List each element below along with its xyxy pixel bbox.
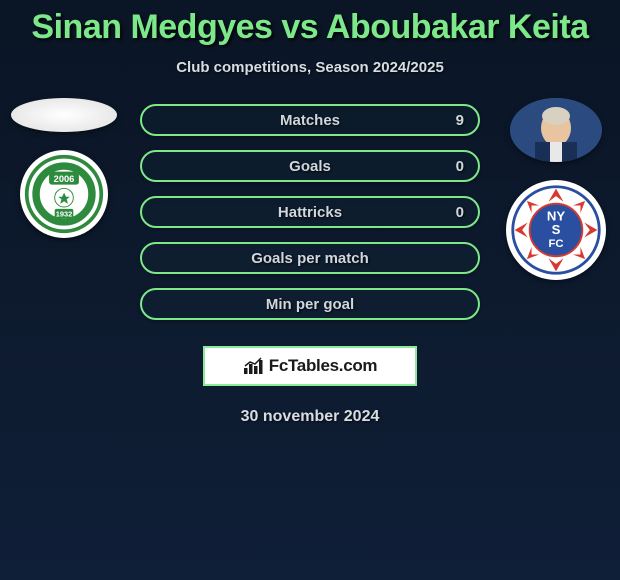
stat-bar-hattricks: Hattricks 0 <box>140 196 480 228</box>
page-title: Sinan Medgyes vs Aboubakar Keita <box>0 0 620 47</box>
stat-label: Min per goal <box>266 296 354 313</box>
stat-label: Hattricks <box>278 204 342 221</box>
stat-label: Goals <box>289 158 331 175</box>
stat-bars: Matches 9 Goals 0 Hattricks 0 Goals per … <box>140 104 480 334</box>
stat-bar-goals-per-match: Goals per match <box>140 242 480 274</box>
stat-label: Matches <box>280 112 340 129</box>
svg-text:S: S <box>552 222 561 237</box>
comparison-panel: 2006 1932 <box>0 98 620 338</box>
brand-label: FcTables.com <box>269 356 378 376</box>
stat-value-right: 9 <box>456 112 464 129</box>
player-left-avatar <box>11 98 117 132</box>
svg-text:1932: 1932 <box>56 209 73 218</box>
stat-bar-matches: Matches 9 <box>140 104 480 136</box>
brand-chart-icon <box>243 357 265 375</box>
club-left-logo-icon: 2006 1932 <box>23 153 105 235</box>
stat-value-right: 0 <box>456 158 464 175</box>
stat-bar-min-per-goal: Min per goal <box>140 288 480 320</box>
subtitle: Club competitions, Season 2024/2025 <box>0 59 620 76</box>
coach-portrait-icon <box>510 98 602 162</box>
stat-label: Goals per match <box>251 250 369 267</box>
right-column: NY S FC <box>496 98 616 280</box>
svg-text:2006: 2006 <box>54 174 75 184</box>
stat-bar-goals: Goals 0 <box>140 150 480 182</box>
club-right-badge: NY S FC <box>506 180 606 280</box>
stat-value-right: 0 <box>456 204 464 221</box>
club-left-badge: 2006 1932 <box>20 150 108 238</box>
date-label: 30 november 2024 <box>0 408 620 426</box>
left-column: 2006 1932 <box>4 98 124 238</box>
player-right-avatar <box>510 98 602 162</box>
svg-text:FC: FC <box>548 238 563 250</box>
brand-box: FcTables.com <box>203 346 417 386</box>
club-right-logo-icon: NY S FC <box>509 183 603 277</box>
